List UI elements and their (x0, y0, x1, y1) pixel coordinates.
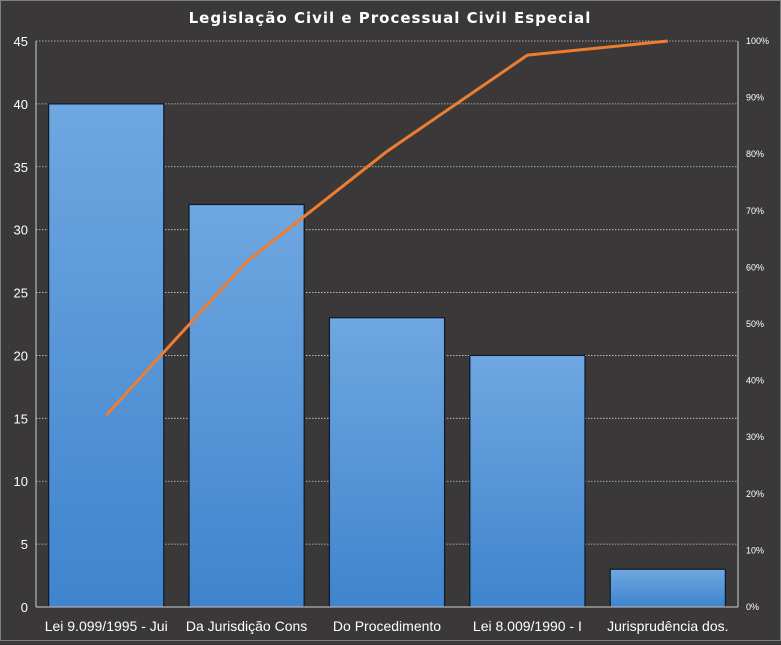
bar (469, 354, 586, 608)
y2-tick-label: 10% (746, 545, 764, 555)
bar (188, 203, 305, 608)
y-tick-label: 0 (21, 600, 28, 615)
y-tick-label: 20 (14, 348, 28, 363)
y2-tick-label: 80% (746, 149, 764, 159)
axis-layer: 0 5 10 15 20 25 30 35 40 45 0% 10% 20% 30% 40% 50% 60% 70… (14, 34, 770, 634)
y2-tick-label: 0% (746, 602, 759, 612)
bar (609, 568, 726, 608)
y2-tick-label: 100% (746, 36, 769, 46)
bar (48, 103, 165, 608)
x-tick-label: Do Procedimento (333, 618, 441, 634)
x-tick-label: Lei 8.009/1990 - I (473, 618, 582, 634)
y2-tick-label: 50% (746, 319, 764, 329)
chart-title: Legislação Civil e Processual Civil Espe… (189, 9, 592, 27)
y2-tick-label: 40% (746, 376, 764, 386)
y2-tick-label: 70% (746, 206, 764, 216)
y-tick-label: 25 (14, 286, 28, 301)
cumulative-line (105, 39, 668, 417)
y-tick-label: 40 (14, 97, 28, 112)
y-tick-label: 10 (14, 474, 28, 489)
x-tick-label: Da Jurisdição Cons (186, 618, 307, 634)
y-tick-label: 5 (21, 537, 28, 552)
bar-layer (48, 103, 726, 608)
y2-tick-label: 60% (746, 262, 764, 272)
y2-tick-label: 30% (746, 432, 764, 442)
y-tick-label: 45 (14, 34, 28, 49)
y2-tick-label: 20% (746, 489, 764, 499)
y-tick-label: 30 (14, 223, 28, 238)
bar (328, 317, 446, 608)
y2-tick-label: 90% (746, 93, 764, 103)
x-tick-label: Jurisprudência dos. (607, 618, 728, 634)
x-tick-label: Lei 9.099/1995 - Jui (45, 618, 168, 634)
line-layer (105, 39, 668, 417)
y-tick-label: 35 (14, 160, 28, 175)
y-tick-label: 15 (14, 411, 28, 426)
